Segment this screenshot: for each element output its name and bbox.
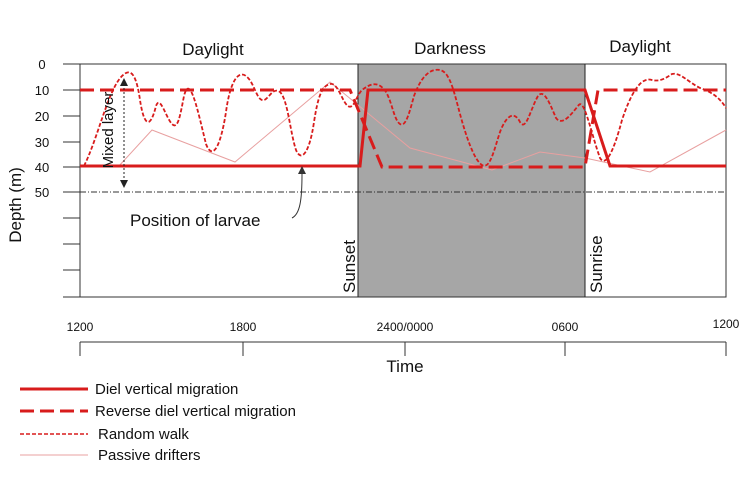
passive-drifters-line bbox=[117, 81, 727, 173]
time-tick-2400: 2400/0000 bbox=[377, 320, 434, 334]
larvae-pointer-arrowhead bbox=[298, 166, 306, 174]
phase-label-darkness: Darkness bbox=[414, 39, 486, 58]
reverse-dvm-line bbox=[80, 88, 726, 169]
time-tick-1800: 1800 bbox=[230, 320, 257, 334]
larvae-pointer bbox=[291, 173, 303, 219]
legend-label-reverse-dvm: Reverse diel vertical migration bbox=[95, 403, 296, 420]
plot-frame bbox=[79, 63, 727, 298]
time-tick-0600: 0600 bbox=[552, 320, 579, 334]
legend: Diel vertical migration Reverse diel ver… bbox=[20, 381, 296, 464]
sunset-label: Sunset bbox=[340, 240, 359, 293]
legend-label-passive-drifters: Passive drifters bbox=[98, 447, 201, 464]
y-axis-label: Depth (m) bbox=[6, 167, 25, 243]
time-tick-1200-end: 1200 bbox=[713, 317, 740, 331]
mixed-layer-arrow-down bbox=[120, 180, 128, 188]
legend-label-random-walk: Random walk bbox=[98, 426, 189, 443]
y-tick-40: 40 bbox=[35, 160, 49, 175]
time-axis-label: Time bbox=[386, 357, 423, 376]
larvae-label: Position of larvae bbox=[130, 211, 260, 230]
random-walk-line bbox=[83, 68, 727, 167]
time-tick-1200-start: 1200 bbox=[67, 320, 94, 334]
sunrise-label: Sunrise bbox=[587, 235, 606, 293]
y-tick-50: 50 bbox=[35, 185, 49, 200]
y-tick-10: 10 bbox=[35, 83, 49, 98]
legend-label-dvm: Diel vertical migration bbox=[95, 381, 238, 398]
phase-label-daylight-2: Daylight bbox=[609, 37, 671, 56]
mixed-layer-label: Mixed layer bbox=[100, 92, 117, 169]
dvm-line bbox=[80, 88, 726, 168]
time-axis-ticks bbox=[79, 342, 727, 356]
mixed-layer-arrow-up bbox=[120, 78, 128, 86]
y-tick-20: 20 bbox=[35, 109, 49, 124]
y-tick-30: 30 bbox=[35, 135, 49, 150]
y-tick-0: 0 bbox=[38, 57, 45, 72]
phase-label-daylight-1: Daylight bbox=[182, 40, 244, 59]
darkness-region bbox=[358, 64, 585, 297]
y-axis bbox=[63, 63, 80, 298]
